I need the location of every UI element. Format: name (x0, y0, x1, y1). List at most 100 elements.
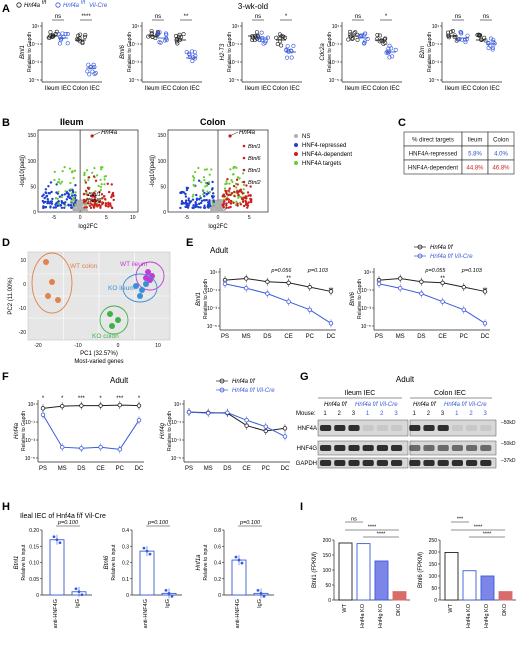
repressed-point (74, 201, 77, 204)
legend-label: HNF4A targets (302, 161, 341, 167)
dependent-point (98, 190, 101, 194)
data-point (193, 53, 198, 58)
series-point (98, 445, 103, 450)
target-point (204, 185, 207, 188)
cluster-label: KO ileum (108, 285, 135, 292)
data-point (383, 41, 388, 46)
series-point (186, 409, 192, 415)
x-cat-label: DS (417, 334, 425, 340)
chip-gene: Btnl1 (14, 556, 20, 570)
target-point (193, 176, 196, 179)
dependent-point (95, 199, 98, 202)
chip-point (142, 546, 146, 550)
series-point (419, 291, 424, 296)
target-point (84, 202, 88, 205)
data-point (279, 43, 284, 48)
dependent-point (249, 200, 253, 203)
repressed-point (195, 203, 198, 206)
dependent-point (245, 203, 249, 206)
fpkm-plot-btnl6: 250 200 150 100 50 0 Btnl6 (FPKM) WT Hnf4a KO Hnf… (418, 517, 516, 628)
x-tick-label: -5 (52, 215, 57, 221)
data-point (355, 32, 360, 37)
y-tick-label: 10⁻⁵ (207, 324, 217, 330)
series-point (60, 445, 65, 450)
target-point (223, 187, 227, 190)
target-point (99, 185, 103, 189)
target-point (71, 197, 74, 200)
ns-point (218, 203, 221, 206)
series-point (222, 281, 228, 287)
group-label: Colon IEC (472, 86, 500, 92)
series-point (243, 276, 249, 281)
dependent-point (86, 186, 90, 190)
gene-callout: Btnl6 (88, 198, 101, 204)
y-tick-label: 0.20 (29, 528, 39, 534)
blot-band (423, 425, 435, 431)
repressed-point (44, 191, 47, 194)
group-label: Ileum IEC (245, 86, 272, 92)
table-value: HNF4A-repressed (409, 152, 457, 158)
dependent-point (229, 199, 233, 203)
x-cat-label: MS (396, 334, 405, 340)
ns-point (221, 210, 224, 213)
ileum-volcano-title: Ileum (60, 117, 84, 127)
sig-label-ileum: ns (455, 14, 461, 20)
data-point (60, 31, 65, 36)
p-value-label: p=0.103 (307, 268, 329, 274)
dependent-point (241, 198, 245, 201)
ns-point (76, 203, 80, 206)
panel-f-title: Adult (110, 376, 129, 385)
y-tick-label: 10⁻³ (329, 60, 339, 66)
chip-ylabel: Relative to input (21, 544, 27, 580)
dependent-point (227, 189, 230, 192)
blot-band (391, 460, 403, 466)
pca-point (145, 269, 151, 275)
chip-point (80, 593, 84, 597)
dependent-point (91, 195, 95, 198)
blot-band (409, 445, 421, 451)
series-point (282, 434, 288, 439)
target-point (229, 168, 232, 171)
x-cat-label: MS (242, 334, 251, 340)
panel-letter-h: H (2, 501, 10, 513)
data-point (463, 38, 468, 43)
y-tick-label: 10⁻⁵ (129, 78, 139, 84)
dependent-point (93, 196, 97, 199)
gene-callout: Btnl1 (248, 144, 261, 150)
repressed-point (182, 202, 186, 205)
label-leader (91, 131, 101, 137)
blot-band (480, 425, 492, 431)
repressed-point (184, 192, 187, 196)
series-point (286, 299, 291, 304)
legend-marker (294, 143, 298, 147)
target-point (224, 182, 227, 186)
y-tick-label: 10¹ (28, 402, 36, 408)
sig-label-colon: * (385, 14, 388, 20)
series-point (244, 423, 249, 428)
chip-point (256, 588, 260, 592)
blot-label: HNF4G (297, 446, 318, 452)
data-point (78, 39, 83, 44)
chip-point (148, 552, 152, 556)
gene-callout: Btnl6 (248, 156, 261, 162)
x-cat-label: DC (135, 466, 144, 472)
gene-callout: Btnl1 (88, 192, 101, 198)
series-line (224, 283, 332, 324)
repressed-point (195, 193, 198, 197)
legend-wt-sup: f/f (42, 0, 47, 6)
data-point (92, 65, 97, 70)
target-point (212, 204, 216, 207)
dependent-point (89, 206, 93, 210)
blot-band (480, 460, 492, 466)
dependent-point (229, 193, 232, 197)
fpkm-category: WT (342, 603, 348, 612)
x-tick-label: 10 (155, 343, 161, 349)
repressed-point (74, 194, 77, 197)
sig-star: ** (483, 288, 488, 294)
chip-point (77, 590, 81, 594)
y-tick-label: 10 (20, 258, 26, 264)
data-point (256, 35, 261, 40)
repressed-point (203, 199, 207, 202)
ns-point (76, 209, 79, 212)
